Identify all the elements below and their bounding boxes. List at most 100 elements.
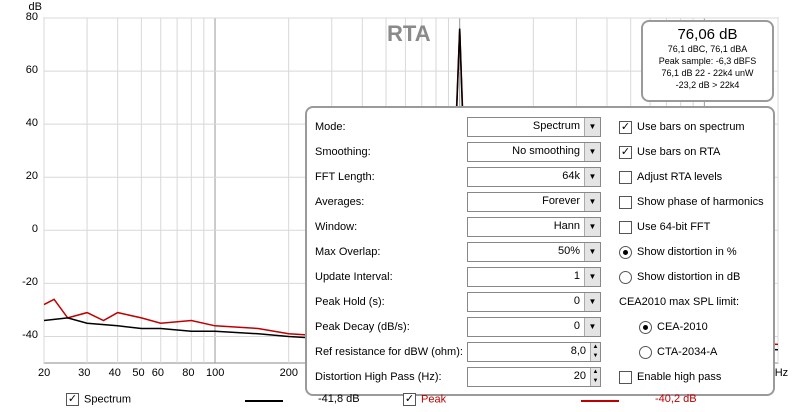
use-64bit-option[interactable]: Use 64-bit FFT xyxy=(619,217,710,237)
radio-icon[interactable] xyxy=(619,270,632,284)
peak-hold-select[interactable]: 0 ▼ xyxy=(467,292,601,312)
use-bars-spectrum-option[interactable]: ✓ Use bars on spectrum xyxy=(619,117,745,137)
mode-value: Spectrum xyxy=(532,120,580,132)
mode-label: Mode: xyxy=(315,121,346,133)
update-interval-select[interactable]: 1 ▼ xyxy=(467,267,601,287)
use-bars-spectrum-label: Use bars on spectrum xyxy=(637,121,745,133)
adjust-rta-label: Adjust RTA levels xyxy=(637,171,723,183)
distortion-percent-option[interactable]: Show distortion in % xyxy=(619,242,737,262)
peak-decay-select[interactable]: 0 ▼ xyxy=(467,317,601,337)
fft-length-label: FFT Length: xyxy=(315,171,375,183)
x-tick-label: 20 xyxy=(38,367,51,379)
smoothing-label: Smoothing: xyxy=(315,146,371,158)
window-label: Window: xyxy=(315,221,358,233)
checkbox-checked-icon[interactable]: ✓ xyxy=(619,145,632,159)
show-phase-option[interactable]: Show phase of harmonics xyxy=(619,192,764,212)
enable-high-pass-label: Enable high pass xyxy=(637,371,722,383)
max-overlap-value: 50% xyxy=(557,245,580,257)
checkbox-checked-icon[interactable]: ✓ xyxy=(619,120,632,134)
distortion-percent-label: Show distortion in % xyxy=(637,246,737,258)
legend-spectrum-swatch xyxy=(245,400,283,402)
legend-spectrum-value: -41,8 dB xyxy=(318,393,360,405)
adjust-rta-option[interactable]: Adjust RTA levels xyxy=(619,167,722,187)
checkbox-checked-icon[interactable]: ✓ xyxy=(403,393,416,406)
distortion-hp-value: 20 xyxy=(573,370,586,382)
legend-bar: ✓ Spectrum -41,8 dB ✓ Peak -40,2 dB xyxy=(0,390,800,412)
spinner-arrows-icon[interactable]: ▲ ▼ xyxy=(590,343,600,361)
radio-selected-icon[interactable] xyxy=(619,245,632,259)
y-tick-label: -20 xyxy=(22,276,38,289)
level-readout: 76,06 dB 76,1 dBC, 76,1 dBA Peak sample:… xyxy=(641,20,774,102)
cea-limit-label: CEA2010 max SPL limit: xyxy=(619,296,740,308)
cta-2034-label: CTA-2034-A xyxy=(657,346,718,358)
chart-title: RTA xyxy=(387,21,431,46)
y-tick-label: 60 xyxy=(25,64,38,77)
smoothing-select[interactable]: No smoothing ▼ xyxy=(467,142,601,162)
distortion-db-label: Show distortion in dB xyxy=(637,271,741,283)
chevron-down-icon[interactable]: ▼ xyxy=(584,143,600,161)
use-64bit-label: Use 64-bit FFT xyxy=(637,221,711,233)
smoothing-value: No smoothing xyxy=(512,145,580,157)
legend-spectrum-label: Spectrum xyxy=(84,393,132,406)
level-line3: 76,1 dB 22 - 22k4 unW xyxy=(661,68,754,78)
peak-decay-value: 0 xyxy=(573,320,580,332)
mode-select[interactable]: Spectrum ▼ xyxy=(467,117,601,137)
update-interval-value: 1 xyxy=(573,270,580,282)
cea-2010-option[interactable]: CEA-2010 xyxy=(639,317,708,337)
checkbox-icon[interactable] xyxy=(619,195,632,209)
y-unit-label: dB xyxy=(28,1,42,13)
x-tick-label: 80 xyxy=(182,367,195,379)
cta-2034-option[interactable]: CTA-2034-A xyxy=(639,342,717,362)
window-select[interactable]: Hann ▼ xyxy=(467,217,601,237)
checkbox-icon[interactable] xyxy=(619,170,632,184)
fft-length-select[interactable]: 64k ▼ xyxy=(467,167,601,187)
max-overlap-label: Max Overlap: xyxy=(315,246,381,258)
chevron-down-icon[interactable]: ▼ xyxy=(584,243,600,261)
checkbox-icon[interactable] xyxy=(619,370,632,384)
checkbox-icon[interactable] xyxy=(619,220,632,234)
chevron-down-icon[interactable]: ▼ xyxy=(584,268,600,286)
chevron-down-icon[interactable]: ▼ xyxy=(584,318,600,336)
distortion-hp-label: Distortion High Pass (Hz): xyxy=(315,371,442,383)
ref-resistance-value: 8,0 xyxy=(570,345,586,357)
level-main: 76,06 dB xyxy=(677,26,738,43)
window-value: Hann xyxy=(553,220,580,232)
y-tick-label: 20 xyxy=(25,170,38,183)
x-tick-label: 100 xyxy=(206,367,225,379)
enable-high-pass-option[interactable]: Enable high pass xyxy=(619,367,721,387)
averages-value: Forever xyxy=(542,195,580,207)
radio-selected-icon[interactable] xyxy=(639,320,652,334)
max-overlap-select[interactable]: 50% ▼ xyxy=(467,242,601,262)
show-phase-label: Show phase of harmonics xyxy=(637,196,764,208)
ref-resistance-label: Ref resistance for dBW (ohm): xyxy=(315,346,463,358)
update-interval-label: Update Interval: xyxy=(315,271,393,283)
distortion-db-option[interactable]: Show distortion in dB xyxy=(619,267,740,287)
averages-select[interactable]: Forever ▼ xyxy=(467,192,601,212)
legend-spectrum-toggle[interactable]: ✓ Spectrum xyxy=(66,393,131,406)
legend-peak-value: -40,2 dB xyxy=(655,393,697,405)
x-tick-label: 50 xyxy=(132,367,145,379)
y-tick-label: 80 xyxy=(25,11,38,23)
legend-peak-toggle[interactable]: ✓ Peak xyxy=(403,393,446,406)
checkbox-checked-icon[interactable]: ✓ xyxy=(66,393,79,406)
use-bars-rta-option[interactable]: ✓ Use bars on RTA xyxy=(619,142,720,162)
level-line4: -23,2 dB > 22k4 xyxy=(675,80,740,90)
chevron-down-icon[interactable]: ▼ xyxy=(584,118,600,136)
y-tick-label: 0 xyxy=(31,223,38,236)
chevron-down-icon[interactable]: ▼ xyxy=(584,168,600,186)
averages-label: Averages: xyxy=(315,196,365,208)
x-tick-label: 30 xyxy=(78,367,91,379)
chevron-down-icon[interactable]: ▼ xyxy=(584,218,600,236)
chevron-down-icon[interactable]: ▼ xyxy=(584,293,600,311)
fft-length-value: 64k xyxy=(562,170,580,182)
cea-2010-label: CEA-2010 xyxy=(657,321,708,333)
chevron-down-icon[interactable]: ▼ xyxy=(584,193,600,211)
ref-resistance-input[interactable]: 8,0 ▲ ▼ xyxy=(467,342,601,362)
peak-hold-label: Peak Hold (s): xyxy=(315,296,385,308)
legend-peak-label: Peak xyxy=(421,393,447,406)
spinner-arrows-icon[interactable]: ▲ ▼ xyxy=(590,368,600,386)
level-line1: 76,1 dBC, 76,1 dBA xyxy=(667,44,748,54)
radio-icon[interactable] xyxy=(639,345,652,359)
distortion-hp-input[interactable]: 20 ▲ ▼ xyxy=(467,367,601,387)
y-tick-label: -40 xyxy=(22,329,38,342)
